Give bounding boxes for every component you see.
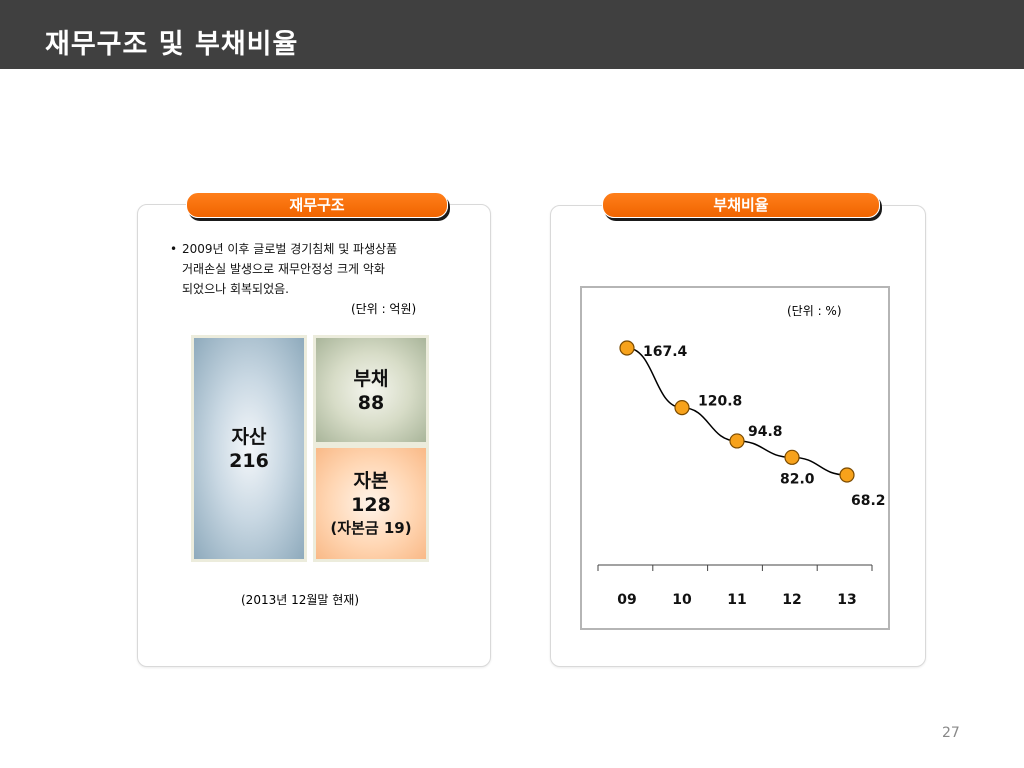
data-label-13: 68.2 bbox=[851, 493, 886, 509]
bullet-line-1: 2009년 이후 글로벌 경기침체 및 파생상품 bbox=[182, 242, 398, 256]
unit-label-left: (단위 : 억원) bbox=[351, 302, 417, 316]
equity-capital-note: (자본금 19) bbox=[330, 519, 412, 537]
header-bar: 재무구조 및 부채비율 bbox=[0, 0, 1024, 69]
x-tick-label-13: 13 bbox=[837, 592, 856, 608]
page-title: 재무구조 및 부채비율 bbox=[45, 29, 299, 60]
x-tick-label-10: 10 bbox=[672, 592, 692, 608]
bullet-line-2: 거래손실 발생으로 재무안정성 크게 악화 bbox=[182, 262, 385, 276]
data-label-11: 94.8 bbox=[748, 424, 783, 440]
asset-box: 자산 216 bbox=[191, 335, 307, 562]
data-point-09 bbox=[619, 340, 635, 356]
asset-value: 216 bbox=[229, 450, 269, 472]
data-point-11 bbox=[729, 433, 745, 449]
data-point-12 bbox=[784, 449, 800, 465]
bullet-text: 2009년 이후 글로벌 경기침체 및 파생상품 거래손실 발생으로 재무안정성… bbox=[182, 239, 464, 299]
unit-label-right: (단위 : %) bbox=[787, 304, 842, 318]
data-label-09: 167.4 bbox=[643, 344, 688, 360]
debt-value: 88 bbox=[357, 392, 385, 414]
page-number: 27 bbox=[942, 725, 960, 741]
data-label-10: 120.8 bbox=[698, 394, 742, 410]
equity-box: 자본 128 (자본금 19) bbox=[313, 445, 429, 562]
financial-structure-label: 재무구조 bbox=[186, 192, 448, 218]
debt-ratio-label: 부채비율 bbox=[602, 192, 880, 218]
x-tick-label-12: 12 bbox=[782, 592, 801, 608]
x-tick-label-11: 11 bbox=[727, 592, 746, 608]
bullet-line-3: 되었으나 회복되었음. bbox=[182, 282, 289, 296]
asset-label: 자산 bbox=[231, 426, 267, 448]
x-tick-label-09: 09 bbox=[617, 592, 636, 608]
series-line bbox=[626, 347, 848, 476]
equity-value: 128 bbox=[351, 494, 391, 516]
data-label-12: 82.0 bbox=[780, 471, 815, 487]
equity-label: 자본 bbox=[353, 470, 389, 492]
debt-box: 부채 88 bbox=[313, 335, 429, 445]
data-point-13 bbox=[839, 467, 855, 483]
bullet-dot: • bbox=[170, 242, 178, 256]
debt-label: 부채 bbox=[353, 368, 389, 390]
data-point-10 bbox=[674, 400, 690, 416]
date-note: (2013년 12월말 현재) bbox=[241, 593, 360, 607]
